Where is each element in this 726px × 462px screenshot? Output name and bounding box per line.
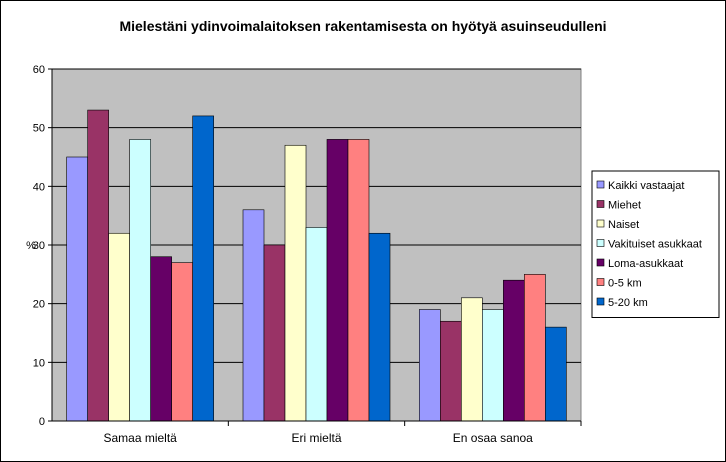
bars <box>66 109 567 422</box>
bar <box>461 297 483 422</box>
legend-swatch <box>596 297 605 306</box>
legend-swatch <box>596 219 605 228</box>
legend-label: Vakituiset asukkaat <box>608 239 702 251</box>
bar <box>419 309 441 422</box>
y-axis-label: % <box>26 240 36 252</box>
y-tick-label: 20 <box>33 299 45 311</box>
bar <box>305 227 328 422</box>
y-tick-labels: 0 10 20 30 40 50 60 <box>33 64 45 428</box>
legend-swatch <box>596 239 605 247</box>
legend-swatch <box>596 278 605 286</box>
bar <box>347 139 370 422</box>
legend-label: 0-5 km <box>608 278 642 290</box>
bar <box>87 109 109 422</box>
bar <box>108 232 130 422</box>
legend-label: Loma-asukkaat <box>608 258 683 270</box>
bar <box>192 115 214 422</box>
legend-label: Naiset <box>608 219 639 231</box>
legend-label: Kaikki vastaajat <box>608 180 684 192</box>
bar <box>171 262 193 422</box>
axes <box>48 68 582 426</box>
x-tick-label: Eri mieltä <box>291 431 341 445</box>
bar <box>482 309 504 422</box>
legend-label: Miehet <box>608 200 641 212</box>
bar <box>284 144 307 422</box>
bar <box>150 256 172 422</box>
legend-swatch <box>596 200 605 208</box>
bar <box>524 274 546 422</box>
y-tick-label: 30 <box>33 240 45 252</box>
bar <box>242 209 265 422</box>
bar <box>326 139 349 422</box>
bar <box>129 139 151 422</box>
legend-box <box>591 170 720 318</box>
bar <box>66 156 88 422</box>
y-tick-label: 40 <box>33 181 45 193</box>
legend-swatch <box>596 180 605 189</box>
chart-title: Mielestäni ydinvoimalaitoksen rakentamis… <box>119 18 606 34</box>
bar <box>368 232 391 422</box>
x-tick-labels: Samaa mieltä Eri mieltä En osaa sanoa <box>103 431 533 445</box>
y-tick-label: 10 <box>33 357 45 369</box>
y-tick-label: 50 <box>33 123 45 135</box>
y-tick-label: 0 <box>39 416 45 428</box>
legend-label: 5-20 km <box>608 297 648 309</box>
bar <box>263 244 286 422</box>
y-tick-label: 60 <box>33 64 45 76</box>
bar <box>545 326 567 422</box>
x-tick-label: En osaa sanoa <box>453 431 533 445</box>
x-tick-label: Samaa mieltä <box>103 431 177 445</box>
bar <box>440 320 462 422</box>
legend-swatch <box>596 258 605 267</box>
bar <box>503 279 525 422</box>
legend: Kaikki vastaajat Miehet Naiset Vakituiset a… <box>591 170 720 318</box>
